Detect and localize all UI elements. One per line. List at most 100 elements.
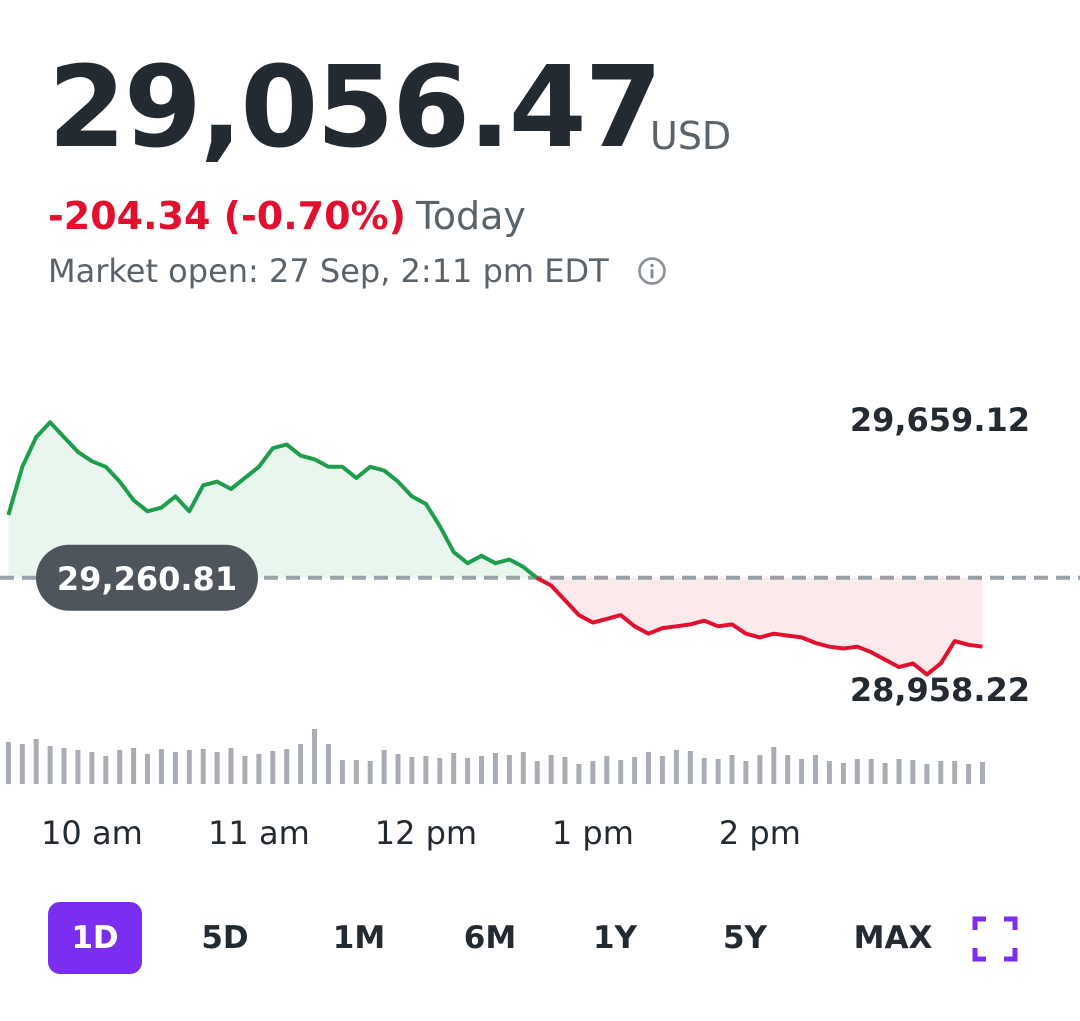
volume-bar xyxy=(590,761,596,784)
price-chart[interactable]: 29,260.81 29,659.12 28,958.22 10 am 11 am… xyxy=(0,300,1080,860)
volume-bar xyxy=(5,742,11,784)
volume-bar xyxy=(966,764,972,784)
chart-area-above-close xyxy=(8,422,537,578)
x-axis-tick-label: 10 am xyxy=(41,814,143,852)
volume-bar xyxy=(61,748,67,784)
volume-bar xyxy=(743,761,749,784)
volume-bar xyxy=(840,763,846,784)
chart-line-above-close xyxy=(6,420,539,580)
volume-bar xyxy=(632,757,638,784)
range-button-1y[interactable]: 1Y xyxy=(575,902,655,974)
volume-bar xyxy=(506,755,512,784)
range-button-6m[interactable]: 6M xyxy=(450,902,530,974)
change-row: -204.34 (-0.70%) Today xyxy=(48,194,526,238)
volume-bar xyxy=(186,750,192,784)
volume-bar xyxy=(673,750,679,784)
volume-bar xyxy=(423,756,429,784)
volume-bar xyxy=(33,739,39,784)
volume-bar xyxy=(729,755,735,784)
volume-bar xyxy=(270,751,276,784)
volume-bar xyxy=(813,755,818,784)
chart-line-below-close xyxy=(535,576,983,677)
x-axis-ticks: 10 am 11 am 12 pm 1 pm 2 pm xyxy=(41,814,801,852)
x-axis-tick-label: 11 am xyxy=(208,814,310,852)
volume-bar xyxy=(701,758,707,784)
volume-bar xyxy=(103,756,109,784)
volume-bar xyxy=(799,759,805,784)
volume-bar xyxy=(785,755,791,784)
volume-bar xyxy=(312,729,317,784)
range-selector: 1D 5D 1M 6M 1Y 5Y MAX xyxy=(0,902,1080,974)
volume-bar xyxy=(826,761,832,784)
volume-bar xyxy=(284,749,290,784)
volume-bar xyxy=(896,759,902,784)
volume-bar xyxy=(381,750,387,784)
volume-bar xyxy=(618,760,624,784)
volume-bar xyxy=(715,759,721,784)
volume-bar xyxy=(687,751,693,784)
currency-label: USD xyxy=(650,114,732,158)
volume-bar xyxy=(576,764,582,784)
volume-bar xyxy=(214,752,220,784)
volume-bar xyxy=(172,752,178,784)
y-axis-high-label: 29,659.12 xyxy=(850,401,1030,439)
volume-bar xyxy=(242,756,248,784)
volume-bar xyxy=(75,750,81,784)
market-status-row: Market open: 27 Sep, 2:11 pm EDT xyxy=(48,252,667,290)
volume-bar xyxy=(562,757,568,784)
volume-bar xyxy=(757,755,763,784)
volume-bar xyxy=(465,758,471,784)
price-change: -204.34 (-0.70%) xyxy=(48,194,406,238)
range-button-5d[interactable]: 5D xyxy=(185,902,265,974)
info-circle-icon[interactable] xyxy=(637,256,667,286)
volume-bar xyxy=(158,749,164,784)
volume-bar xyxy=(659,756,665,784)
volume-bar xyxy=(492,753,498,784)
x-axis-tick-label: 1 pm xyxy=(552,814,634,852)
volume-bar xyxy=(938,761,944,784)
volume-bar xyxy=(200,749,206,784)
volume-bar xyxy=(325,744,331,784)
x-axis-tick-label: 12 pm xyxy=(375,814,477,852)
volume-bars xyxy=(5,729,985,784)
range-button-1m[interactable]: 1M xyxy=(319,902,399,974)
volume-bar xyxy=(534,761,540,784)
volume-bar xyxy=(451,753,457,784)
volume-bar xyxy=(868,759,874,784)
range-button-1d[interactable]: 1D xyxy=(48,902,142,974)
volume-bar xyxy=(980,762,985,784)
volume-bar xyxy=(256,754,262,784)
volume-bar xyxy=(89,752,95,784)
volume-bar xyxy=(298,744,304,784)
volume-bar xyxy=(882,763,888,784)
volume-bar xyxy=(604,756,610,784)
range-button-max[interactable]: MAX xyxy=(838,902,948,974)
volume-bar xyxy=(520,752,526,784)
volume-bar xyxy=(19,744,25,784)
market-status: Market open: 27 Sep, 2:11 pm EDT xyxy=(48,252,609,290)
volume-bar xyxy=(771,747,777,784)
volume-bar xyxy=(47,746,53,784)
y-axis-low-label: 28,958.22 xyxy=(850,671,1030,709)
x-axis-tick-label: 2 pm xyxy=(719,814,801,852)
volume-bar xyxy=(924,764,930,784)
range-button-5y[interactable]: 5Y xyxy=(705,902,785,974)
volume-bar xyxy=(145,754,150,784)
current-price: 29,056.47 xyxy=(48,43,663,173)
volume-bar xyxy=(339,760,345,784)
volume-bar xyxy=(395,754,401,784)
previous-close-label: 29,260.81 xyxy=(57,560,237,598)
volume-bar xyxy=(228,748,234,784)
volume-bar xyxy=(353,760,359,784)
volume-bar xyxy=(117,750,123,784)
fullscreen-corners-icon[interactable] xyxy=(972,916,1018,962)
volume-bar xyxy=(409,757,415,784)
previous-close-badge: 29,260.81 xyxy=(36,544,258,611)
chart-area-below-close xyxy=(536,577,983,675)
volume-bar xyxy=(646,752,651,784)
volume-bar xyxy=(952,761,958,784)
volume-bar xyxy=(367,761,373,784)
volume-bar xyxy=(910,760,916,784)
volume-bar xyxy=(479,756,484,784)
previous-close-badge-bg xyxy=(36,544,258,611)
